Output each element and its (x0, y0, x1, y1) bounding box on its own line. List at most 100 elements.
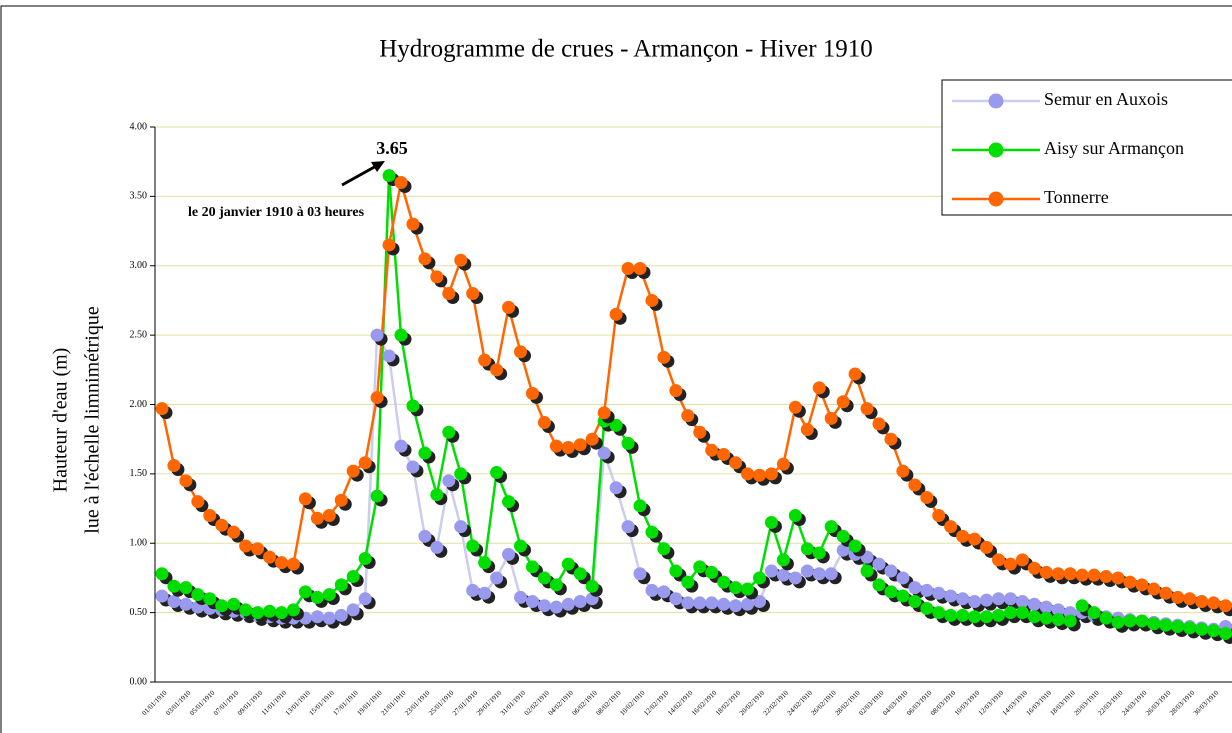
chart-title: Hydrogramme de crues - Armançon - Hiver … (379, 36, 873, 63)
data-point (573, 567, 587, 581)
data-point (657, 350, 671, 364)
data-point (1123, 575, 1137, 589)
data-point (956, 592, 970, 606)
data-point (764, 467, 778, 481)
data-point (191, 588, 205, 602)
data-point (286, 603, 300, 617)
data-point (669, 564, 683, 578)
data-point (753, 571, 766, 585)
data-point (693, 560, 707, 574)
data-point (609, 481, 623, 495)
data-point (382, 238, 396, 252)
data-point (932, 586, 946, 600)
data-point (585, 579, 599, 593)
data-point (454, 467, 468, 481)
data-point (609, 307, 623, 321)
data-point (525, 595, 539, 609)
data-point (729, 581, 743, 595)
data-point (370, 489, 384, 503)
data-point (478, 353, 492, 367)
data-point (155, 567, 169, 581)
data-point (406, 217, 420, 231)
data-point (203, 592, 217, 606)
data-point (442, 425, 456, 439)
data-point (310, 511, 324, 525)
data-point (717, 575, 731, 589)
data-point (430, 270, 444, 284)
data-point (382, 169, 396, 183)
data-point (1015, 595, 1029, 609)
data-point (1027, 597, 1041, 611)
data-point (322, 588, 336, 602)
data-point (537, 571, 551, 585)
y-tick-label: 4.00 (130, 121, 148, 132)
data-point (442, 287, 456, 300)
data-point (585, 432, 599, 446)
data-point (621, 436, 635, 450)
data-point (776, 568, 790, 582)
data-point (275, 606, 288, 620)
data-point (597, 446, 611, 460)
data-point (753, 595, 766, 609)
data-point (561, 441, 575, 455)
data-point (322, 611, 336, 625)
data-point (251, 542, 265, 556)
y-axis-label: lue à l'échelle limnimétrique (82, 306, 104, 534)
data-point (872, 557, 886, 571)
data-point (561, 557, 575, 571)
data-point (908, 595, 922, 609)
data-point (1015, 606, 1029, 620)
data-point (430, 488, 444, 502)
data-point (729, 599, 743, 613)
data-point (788, 571, 802, 585)
data-point (1171, 590, 1185, 604)
data-point (836, 395, 850, 409)
annotation-arrowhead (371, 161, 385, 172)
data-point (908, 581, 922, 595)
data-point (944, 520, 958, 534)
data-point (980, 593, 994, 607)
data-point (1159, 586, 1173, 600)
data-point (800, 564, 814, 578)
data-point (932, 509, 946, 522)
data-point (1111, 571, 1125, 585)
data-point (525, 560, 539, 574)
data-point (1075, 568, 1089, 582)
data-point (573, 438, 587, 452)
data-point (956, 529, 970, 543)
data-point (705, 443, 719, 457)
data-point (1123, 614, 1137, 628)
data-point (227, 525, 241, 539)
data-point (812, 381, 826, 395)
data-point (645, 583, 659, 597)
data-point (394, 439, 408, 453)
data-point (872, 578, 886, 592)
data-point (776, 457, 790, 471)
data-point (1027, 610, 1041, 624)
data-point (454, 253, 468, 267)
data-point (836, 529, 850, 543)
y-tick-label: 1.50 (130, 468, 148, 479)
data-point (490, 465, 504, 479)
data-point (394, 328, 408, 342)
data-point (812, 567, 826, 581)
data-point (1111, 615, 1125, 629)
data-point (358, 456, 372, 470)
data-point (848, 539, 862, 553)
data-point (824, 411, 838, 425)
data-point (920, 490, 934, 504)
data-point (502, 300, 516, 314)
data-point (1183, 592, 1197, 606)
data-point (669, 384, 683, 398)
data-point (263, 604, 277, 618)
data-point (741, 582, 755, 596)
data-point (251, 606, 265, 620)
y-axis-label: Hauteur d'eau (m) (50, 348, 72, 493)
data-point (968, 595, 982, 609)
data-point (980, 540, 994, 554)
data-point (298, 585, 312, 599)
data-point (179, 597, 193, 611)
data-point (597, 406, 611, 420)
